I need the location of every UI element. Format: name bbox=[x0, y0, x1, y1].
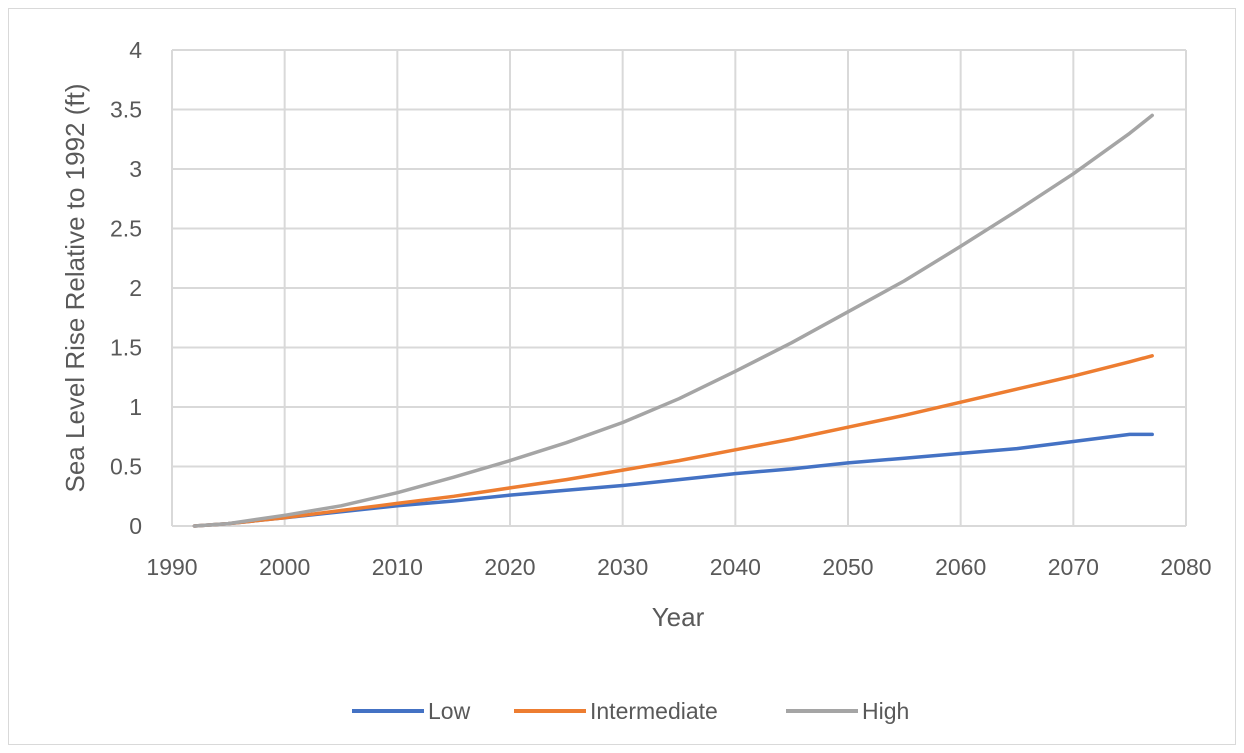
y-tick-label: 0 bbox=[129, 513, 142, 539]
x-tick-label: 2080 bbox=[1160, 554, 1211, 580]
y-tick-label: 0.5 bbox=[110, 454, 142, 480]
series-line-intermediate bbox=[192, 354, 1154, 528]
gridlines bbox=[171, 49, 1187, 527]
legend-label-low: Low bbox=[428, 698, 471, 724]
y-tick-labels: 0 0.5 1 1.5 2 2.5 3 3.5 4 bbox=[110, 37, 142, 539]
y-tick-label: 4 bbox=[129, 37, 142, 63]
x-tick-label: 2010 bbox=[372, 554, 423, 580]
series-line-high bbox=[192, 113, 1154, 528]
y-tick-label: 3.5 bbox=[110, 97, 142, 123]
x-tick-label: 2050 bbox=[822, 554, 873, 580]
x-axis-title: Year bbox=[652, 602, 705, 632]
legend-label-intermediate: Intermediate bbox=[590, 698, 718, 724]
x-tick-label: 2040 bbox=[710, 554, 761, 580]
legend: Low Intermediate High bbox=[352, 698, 909, 724]
series-lines bbox=[192, 113, 1154, 528]
y-tick-label: 1.5 bbox=[110, 335, 142, 361]
x-tick-label: 2030 bbox=[597, 554, 648, 580]
y-tick-label: 2 bbox=[129, 275, 142, 301]
x-tick-label: 2020 bbox=[484, 554, 535, 580]
x-tick-label: 2000 bbox=[259, 554, 310, 580]
x-tick-label: 1990 bbox=[146, 554, 197, 580]
y-tick-label: 3 bbox=[129, 156, 142, 182]
y-axis-title: Sea Level Rise Relative to 1992 (ft) bbox=[60, 84, 90, 493]
legend-label-high: High bbox=[862, 698, 909, 724]
y-tick-label: 2.5 bbox=[110, 216, 142, 242]
y-tick-label: 1 bbox=[129, 394, 142, 420]
x-tick-label: 2060 bbox=[935, 554, 986, 580]
x-tick-label: 2070 bbox=[1048, 554, 1099, 580]
x-tick-labels: 1990 2000 2010 2020 2030 2040 2050 2060 2070 2080 bbox=[146, 554, 1211, 580]
